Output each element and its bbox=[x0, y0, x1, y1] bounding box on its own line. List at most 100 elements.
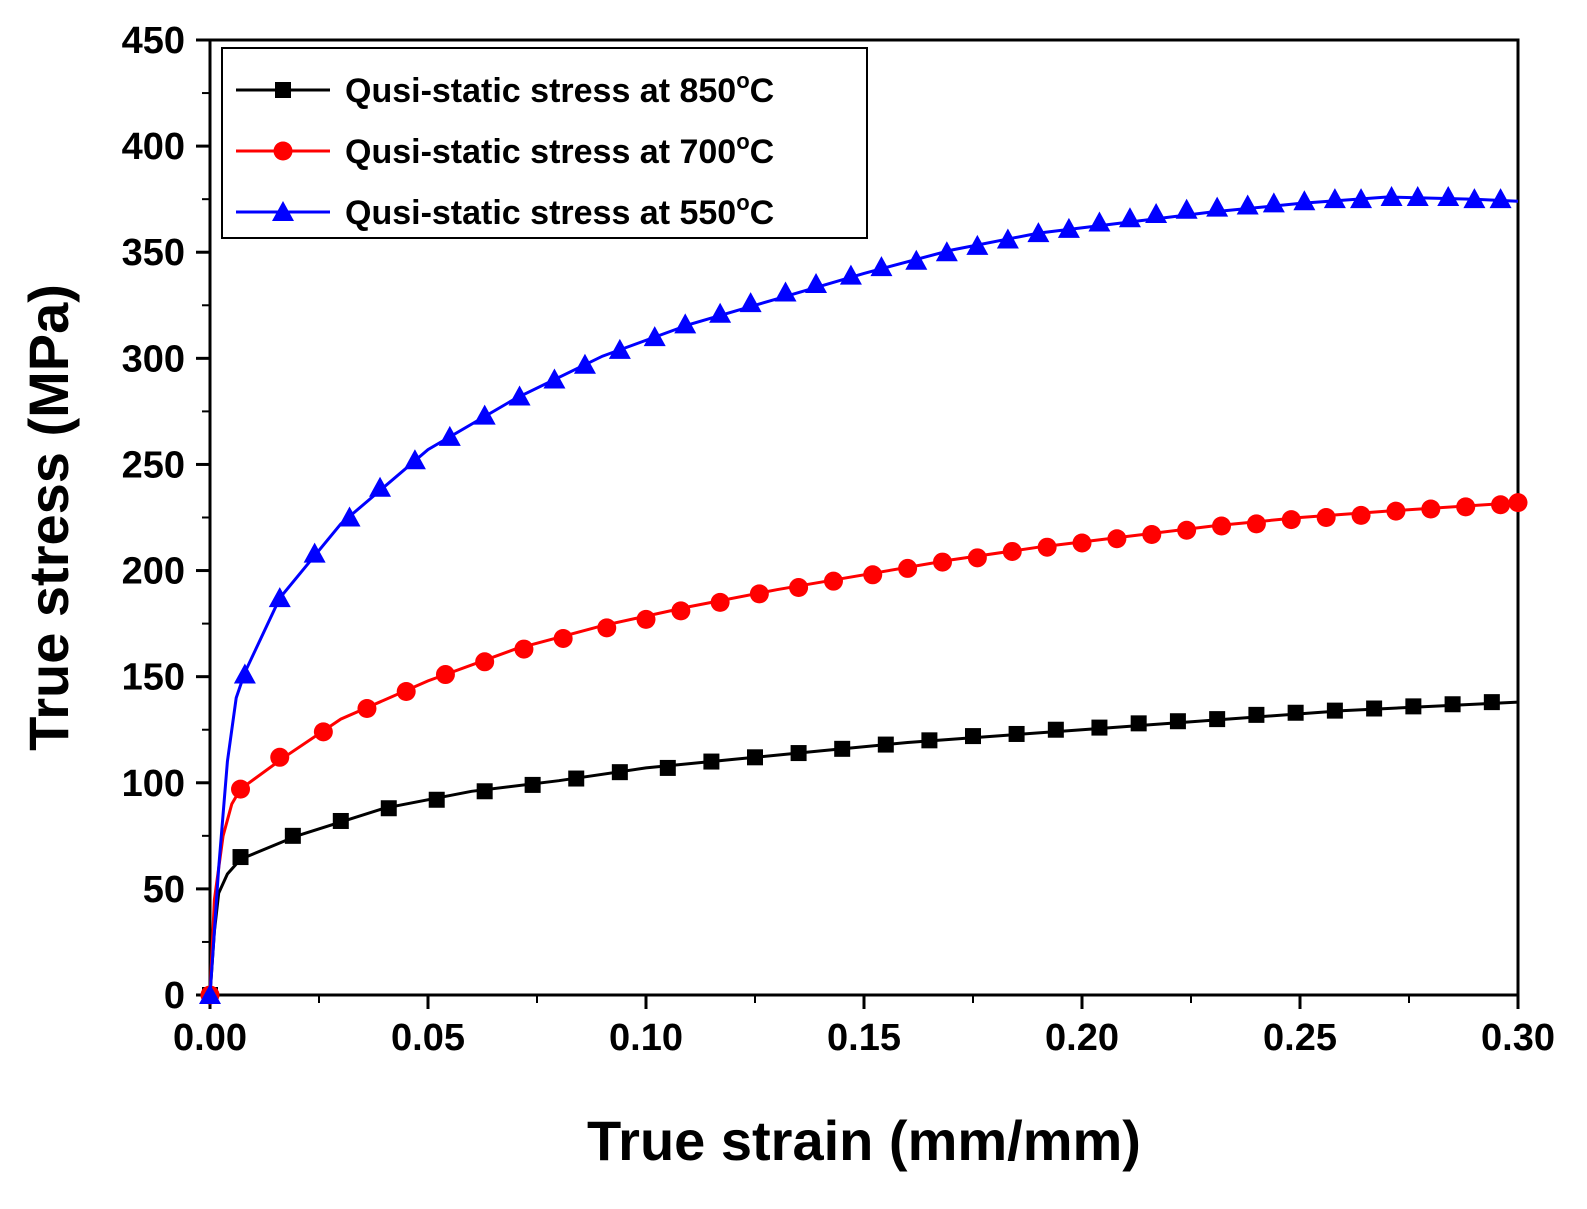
data-point-triangle bbox=[1088, 211, 1111, 232]
data-point-triangle bbox=[1463, 188, 1486, 209]
data-point-triangle bbox=[573, 353, 596, 374]
x-tick-label: 0.15 bbox=[827, 1017, 901, 1059]
data-point-triangle bbox=[608, 338, 631, 359]
data-point-circle bbox=[967, 548, 987, 568]
series-line-square bbox=[208, 700, 1519, 996]
data-point-square bbox=[1405, 698, 1422, 715]
data-point-square bbox=[790, 745, 807, 762]
data-point-triangle bbox=[1489, 188, 1512, 209]
series-layer bbox=[199, 186, 1528, 1005]
data-point-triangle bbox=[1380, 186, 1403, 207]
data-point-square bbox=[232, 849, 249, 866]
data-point-circle bbox=[1316, 508, 1336, 527]
data-point-circle bbox=[1491, 495, 1511, 515]
data-point-square bbox=[428, 791, 445, 808]
data-point-square bbox=[1130, 715, 1147, 732]
data-point-triangle bbox=[870, 256, 893, 277]
data-point-circle bbox=[1142, 524, 1162, 544]
data-point-triangle bbox=[1206, 196, 1229, 217]
data-point-circle bbox=[789, 578, 809, 598]
data-point-square bbox=[965, 728, 981, 745]
legend-unit: C bbox=[750, 72, 775, 110]
data-point-square bbox=[1248, 706, 1265, 723]
data-point-square bbox=[877, 736, 894, 753]
data-point-circle bbox=[710, 592, 730, 612]
axes-layer: 0.00 0.05 0.10 0.15 0.20 0.25 0.30 0 50 100 150 200… bbox=[122, 20, 1555, 1059]
y-axis-title: True stress (MPa) bbox=[17, 284, 80, 751]
data-point-circle bbox=[1351, 505, 1371, 525]
data-point-triangle bbox=[1323, 188, 1346, 209]
data-point-square bbox=[834, 740, 851, 757]
data-point-square bbox=[524, 776, 541, 793]
data-point-square bbox=[1287, 704, 1304, 721]
x-tick-label: 0.25 bbox=[1263, 1017, 1337, 1059]
x-tick-label: 0.00 bbox=[173, 1017, 247, 1059]
x-tick-label: 0.30 bbox=[1481, 1017, 1555, 1059]
data-point-square bbox=[284, 827, 301, 844]
legend-label: Qusi-static stress at 850oC bbox=[345, 68, 774, 110]
y-tick-label: 250 bbox=[122, 444, 185, 486]
data-point-circle bbox=[357, 699, 377, 718]
data-point-square bbox=[380, 800, 397, 817]
series-circle bbox=[200, 493, 1528, 1005]
data-point-circle bbox=[435, 665, 455, 685]
y-tick-label: 400 bbox=[122, 126, 185, 168]
data-point-triangle bbox=[905, 249, 928, 270]
data-point-triangle bbox=[303, 542, 326, 563]
data-point-square bbox=[568, 770, 585, 787]
y-tick-label: 0 bbox=[164, 975, 185, 1017]
data-point-circle bbox=[1456, 497, 1476, 517]
legend-label: Qusi-static stress at 550oC bbox=[345, 190, 774, 232]
series-line-triangle bbox=[208, 195, 1519, 996]
data-point-circle bbox=[313, 722, 333, 742]
data-point-square bbox=[921, 732, 938, 749]
legend-marker-circle bbox=[273, 141, 293, 161]
x-tick-label: 0.20 bbox=[1045, 1017, 1119, 1059]
data-point-triangle bbox=[839, 264, 862, 285]
degree-symbol: o bbox=[736, 190, 749, 215]
data-point-square bbox=[1326, 702, 1343, 719]
x-axis-title: True strain (mm/mm) bbox=[587, 1109, 1141, 1172]
y-tick-label: 50 bbox=[143, 869, 185, 911]
data-point-triangle bbox=[1145, 203, 1168, 224]
data-point-circle bbox=[898, 558, 918, 578]
data-point-triangle bbox=[739, 292, 762, 313]
x-tick-label: 0.05 bbox=[391, 1017, 465, 1059]
data-point-circle bbox=[231, 779, 251, 799]
data-point-circle bbox=[1072, 533, 1092, 553]
series-triangle bbox=[199, 186, 1519, 1004]
data-point-circle bbox=[475, 652, 495, 672]
data-point-triangle bbox=[1406, 186, 1429, 207]
data-point-circle bbox=[270, 747, 290, 767]
data-point-circle bbox=[1421, 499, 1441, 519]
data-point-circle bbox=[863, 565, 883, 585]
legend-label-text: Qusi-static stress at 550 bbox=[345, 194, 736, 232]
data-point-triangle bbox=[996, 228, 1019, 249]
data-point-triangle bbox=[508, 385, 531, 406]
data-point-square bbox=[1091, 719, 1108, 736]
data-point-square bbox=[332, 812, 349, 829]
y-tick-label: 100 bbox=[122, 763, 185, 805]
series-square bbox=[202, 694, 1519, 1003]
legend-marker-triangle bbox=[272, 201, 294, 221]
data-point-circle bbox=[1386, 501, 1406, 521]
data-point-triangle bbox=[1027, 222, 1050, 243]
legend-label: Qusi-static stress at 700oC bbox=[345, 129, 774, 171]
data-point-triangle bbox=[1262, 192, 1285, 213]
data-point-square bbox=[1047, 721, 1064, 738]
data-point-circle bbox=[1002, 541, 1022, 561]
data-point-circle bbox=[1212, 516, 1232, 536]
data-point-triangle bbox=[643, 326, 666, 347]
degree-symbol: o bbox=[736, 68, 749, 93]
data-point-triangle bbox=[1057, 217, 1080, 238]
legend: Qusi-static stress at 850oC Qusi-static s… bbox=[221, 47, 868, 239]
data-point-circle bbox=[671, 601, 691, 621]
legend-box bbox=[221, 47, 868, 239]
data-point-circle bbox=[823, 571, 843, 591]
data-point-triangle bbox=[1175, 198, 1198, 219]
data-point-square bbox=[1169, 713, 1186, 730]
data-point-square bbox=[1209, 711, 1226, 728]
data-point-circle bbox=[1177, 520, 1197, 540]
data-point-square bbox=[611, 764, 628, 781]
